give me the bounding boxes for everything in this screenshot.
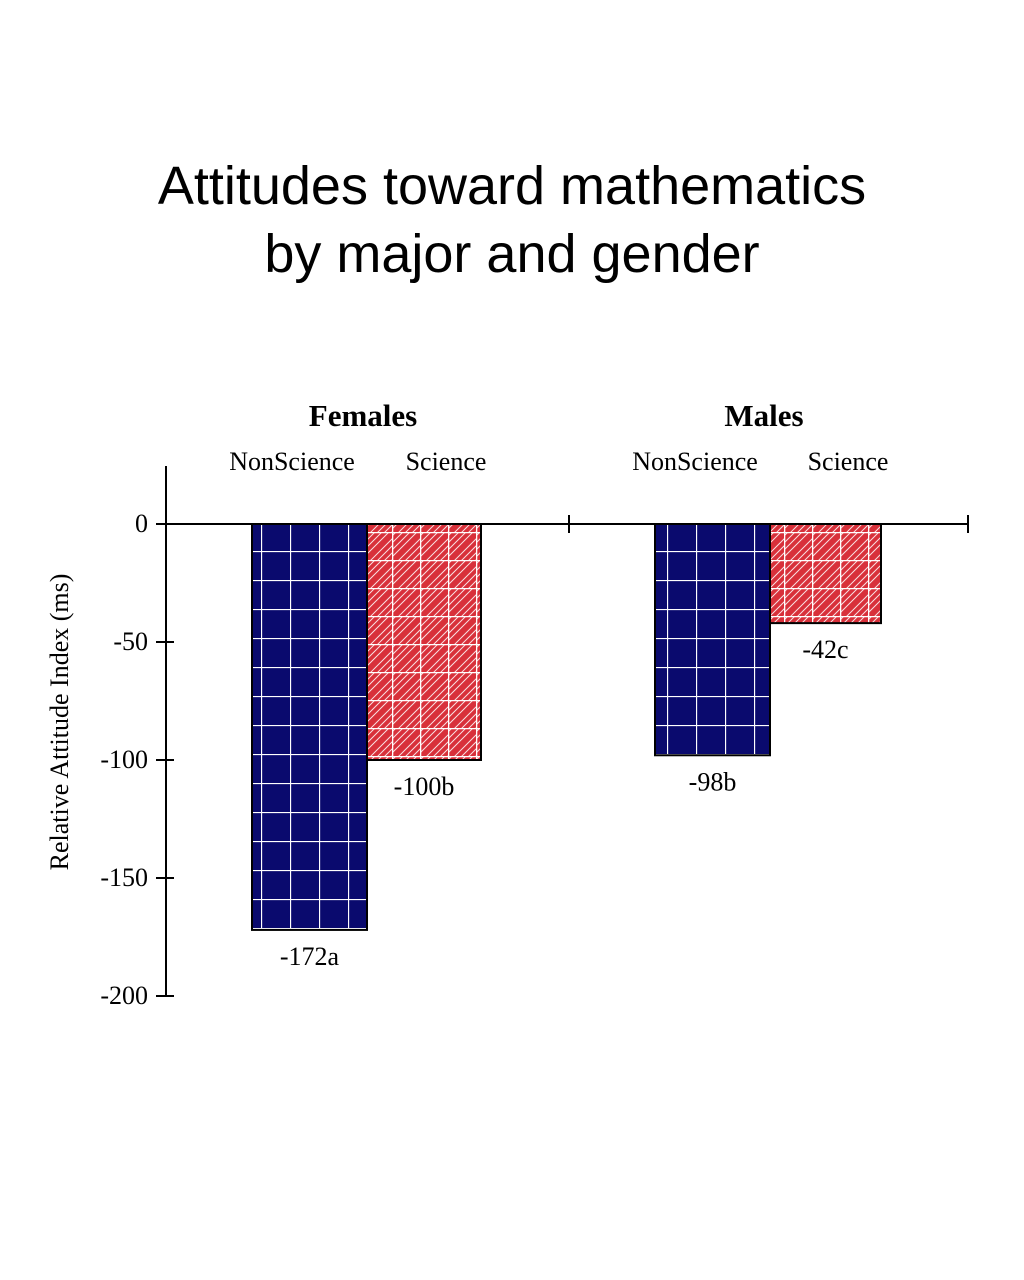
- bar-males-nonscience: [654, 523, 771, 757]
- y-tick-label: -200: [100, 981, 148, 1010]
- y-axis-title: Relative Attitude Index (ms): [45, 574, 74, 871]
- category-label: NonScience: [632, 447, 758, 476]
- chart-title-line-2: by major and gender: [264, 224, 760, 284]
- data-label: -172a: [280, 942, 340, 971]
- bar-males-science: [769, 523, 882, 625]
- chart-title-line-1: Attitudes toward mathematics: [157, 156, 867, 216]
- data-label: -100b: [394, 772, 455, 801]
- bars: [251, 523, 882, 931]
- labels: 0 -50 -100 -150 -200 Relative Attitude Index …: [45, 398, 888, 1010]
- y-tick-label: -50: [113, 627, 148, 656]
- group-label: Females: [309, 398, 417, 433]
- y-tick-label: -100: [100, 745, 148, 774]
- category-label: NonScience: [229, 447, 355, 476]
- category-label: Science: [406, 447, 487, 476]
- data-label: -42c: [802, 635, 848, 664]
- category-label: Science: [808, 447, 889, 476]
- y-tick-label: -150: [100, 863, 148, 892]
- data-label: -98b: [689, 767, 737, 796]
- group-label: Males: [724, 398, 803, 433]
- y-tick-label: 0: [135, 509, 148, 538]
- bar-females-nonscience: [251, 523, 368, 931]
- bar-females-science: [366, 523, 482, 761]
- chart-title: Attitudes toward mathematics by major an…: [0, 152, 1024, 288]
